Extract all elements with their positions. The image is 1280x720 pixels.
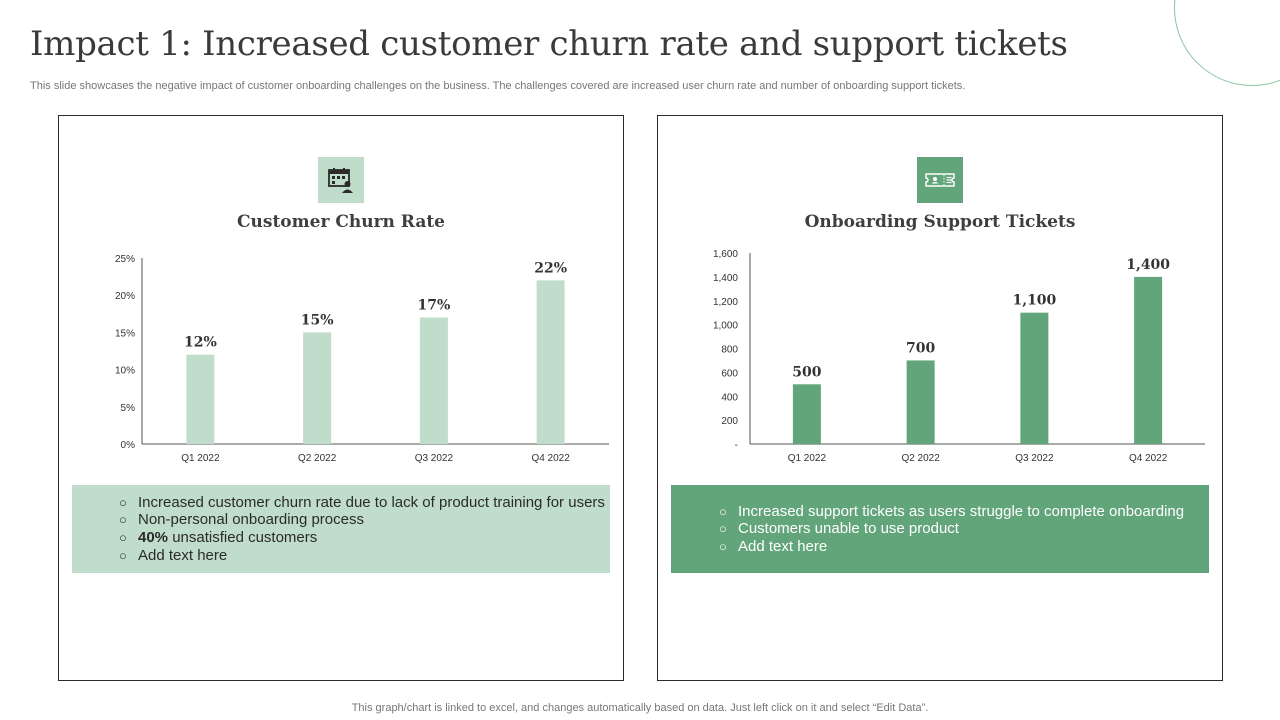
page-subtitle: This slide showcases the negative impact… xyxy=(30,80,966,92)
bar-value-label: 1,400 xyxy=(1126,257,1170,273)
bar-value-label: 12% xyxy=(184,335,217,351)
bar-value-label: 22% xyxy=(534,260,567,276)
x-tick-label: Q1 2022 xyxy=(181,453,220,464)
calendar-dollar-icon xyxy=(318,157,364,203)
bullet-text: Add text here xyxy=(738,538,827,556)
bullet-marker: ○ xyxy=(119,530,127,545)
churn-rate-panel: Customer Churn Rate 0% 5% 10% 15% 20% 25% 12% Q… xyxy=(58,115,624,681)
bullet-item: ○ Add text here xyxy=(119,547,610,565)
churn-rate-chart-title: Customer Churn Rate xyxy=(236,212,446,232)
y-tick-label: 20% xyxy=(115,291,135,302)
x-tick-label: Q2 2022 xyxy=(901,453,940,464)
bullet-item: ○ Customers unable to use product xyxy=(719,520,1209,538)
bar xyxy=(1020,312,1049,444)
bullet-body: Add text here xyxy=(138,546,228,564)
bullet-item: ○ Increased customer churn rate due to la… xyxy=(119,494,610,512)
bullet-text: Customers unable to use product xyxy=(738,520,959,538)
churn-rate-bar-chart: 0% 5% 10% 15% 20% 25% 12% Q1 2022 15% Q2 2022 17% Q… xyxy=(115,254,609,464)
bullet-item: ○ Non-personal onboarding process xyxy=(119,511,610,529)
bullet-body: unsatisfied customers xyxy=(168,529,318,546)
bullet-text: Increased support tickets as users strug… xyxy=(738,503,1184,521)
y-tick-label: 600 xyxy=(721,368,738,379)
y-tick-label: 1,400 xyxy=(713,273,738,284)
bar xyxy=(792,384,821,444)
y-tick-label: 15% xyxy=(115,328,135,339)
support-tickets-bar-chart: - 200 400 600 800 1,000 1,200 1,400 1,600 500 Q1 2… xyxy=(713,249,1205,464)
bullet-text: Increased customer churn rate due to lac… xyxy=(138,494,605,512)
support-tickets-notes: ○ Increased support tickets as users stru… xyxy=(671,485,1209,573)
x-tick-label: Q3 2022 xyxy=(415,453,454,464)
y-tick-label: 1,200 xyxy=(713,297,738,308)
bar xyxy=(419,317,448,444)
bar xyxy=(1134,276,1163,444)
bar-value-label: 500 xyxy=(792,364,821,380)
x-tick-label: Q1 2022 xyxy=(788,453,827,464)
y-tick-label: 10% xyxy=(115,366,135,377)
bullet-marker: ○ xyxy=(719,503,727,519)
y-tick-label: 1,000 xyxy=(713,321,738,332)
bullet-marker: ○ xyxy=(719,538,727,554)
bullet-text: Non-personal onboarding process xyxy=(138,511,364,529)
bullet-item: ○ Add text here xyxy=(719,538,1209,556)
bullet-item: ○ Increased support tickets as users stru… xyxy=(719,503,1209,521)
support-tickets-panel: Onboarding Support Tickets - 200 400 600 800… xyxy=(657,115,1223,681)
x-tick-label: Q4 2022 xyxy=(531,453,570,464)
decorative-arc xyxy=(1174,0,1280,86)
y-tick-label: 0% xyxy=(121,440,136,451)
x-tick-label: Q3 2022 xyxy=(1015,453,1054,464)
x-tick-label: Q4 2022 xyxy=(1129,453,1168,464)
bullet-body: Customers unable to use product xyxy=(738,520,959,538)
bar-value-label: 17% xyxy=(417,298,450,314)
bullet-marker: ○ xyxy=(119,494,127,510)
y-tick-label: 25% xyxy=(115,254,135,265)
churn-rate-notes: ○ Increased customer churn rate due to la… xyxy=(72,485,610,573)
bar-value-label: 1,100 xyxy=(1012,293,1056,309)
bar-value-label: 15% xyxy=(301,312,334,328)
bullet-body: Add text here xyxy=(738,537,828,555)
bullet-strong: 40% xyxy=(138,529,169,546)
footer-note: This graph/chart is linked to excel, and… xyxy=(351,702,929,714)
bullet-text: Add text here xyxy=(138,547,227,565)
bullet-text: 40% unsatisfied customers xyxy=(138,529,317,547)
ticket-icon xyxy=(917,157,963,203)
bullet-marker: ○ xyxy=(119,512,127,528)
bar xyxy=(303,332,332,444)
bar-value-label: 700 xyxy=(906,340,935,356)
y-tick-label: - xyxy=(735,440,738,451)
page-title: Impact 1: Increased customer churn rate … xyxy=(30,24,1068,64)
support-tickets-chart-title: Onboarding Support Tickets xyxy=(804,212,1076,232)
y-tick-label: 200 xyxy=(721,416,738,427)
y-tick-label: 800 xyxy=(721,345,738,356)
y-tick-label: 5% xyxy=(121,403,136,414)
y-tick-label: 1,600 xyxy=(713,249,738,260)
x-tick-label: Q2 2022 xyxy=(298,453,337,464)
bar xyxy=(906,360,935,444)
bullet-body: Increased support tickets as users strug… xyxy=(738,502,1185,520)
bar xyxy=(186,354,215,444)
y-tick-label: 400 xyxy=(721,392,738,403)
bar xyxy=(536,280,565,444)
bullet-body: Non-personal onboarding process xyxy=(138,511,364,529)
bullet-marker: ○ xyxy=(719,521,727,537)
bullet-marker: ○ xyxy=(119,547,127,563)
bullet-body: Increased customer churn rate due to lac… xyxy=(138,493,605,511)
bullet-item: ○ 40% unsatisfied customers xyxy=(119,529,610,547)
